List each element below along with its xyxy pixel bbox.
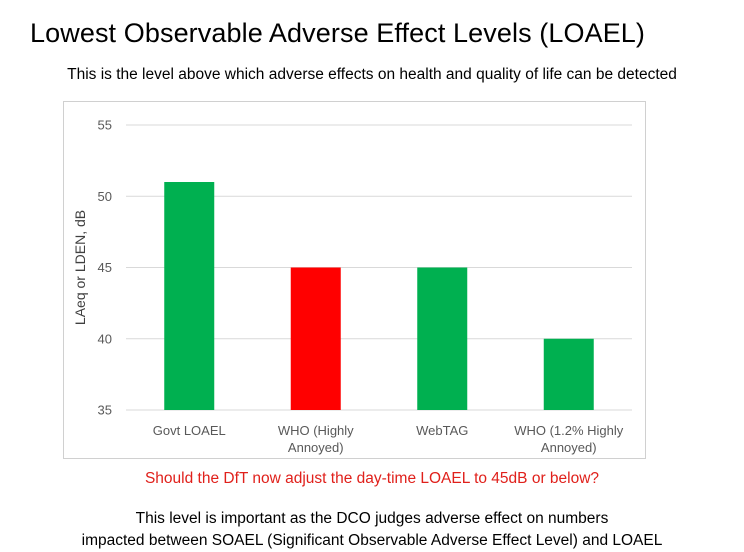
bar bbox=[290, 267, 341, 410]
y-tick-label: 55 bbox=[98, 118, 112, 133]
slide-title: Lowest Observable Adverse Effect Levels … bbox=[30, 18, 646, 48]
y-tick-label: 50 bbox=[98, 189, 112, 204]
x-category-label: WHO (1.2% Highly bbox=[514, 423, 624, 438]
bar bbox=[164, 182, 215, 410]
note-line-2: impacted between SOAEL (Significant Obse… bbox=[81, 532, 663, 549]
bar bbox=[543, 338, 594, 410]
x-category-label: WHO (Highly bbox=[278, 423, 354, 438]
x-category-label: Govt LOAEL bbox=[153, 423, 226, 438]
x-category-label: WebTAG bbox=[416, 423, 468, 438]
y-tick-label: 40 bbox=[98, 331, 112, 346]
x-category-label: Annoyed) bbox=[541, 440, 597, 455]
slide-subtitle: This is the level above which adverse ef… bbox=[67, 66, 677, 83]
chart-frame: 35 40 45 50 55 LAeq or LDEN, dB Govt LOAEL WHO … bbox=[63, 101, 646, 459]
y-tick-label: 35 bbox=[98, 403, 112, 418]
bar-chart: 35 40 45 50 55 LAeq or LDEN, dB Govt LOAEL WHO … bbox=[72, 118, 632, 455]
note-line-1: This level is important as the DCO judge… bbox=[135, 510, 609, 527]
y-axis-title: LAeq or LDEN, dB bbox=[72, 210, 88, 325]
x-category-label: Annoyed) bbox=[288, 440, 344, 455]
bar bbox=[417, 267, 468, 410]
y-tick-label: 45 bbox=[98, 260, 112, 275]
note-text: This level is important as the DCO judge… bbox=[0, 508, 744, 552]
question-text: Should the DfT now adjust the day-time L… bbox=[144, 470, 600, 487]
